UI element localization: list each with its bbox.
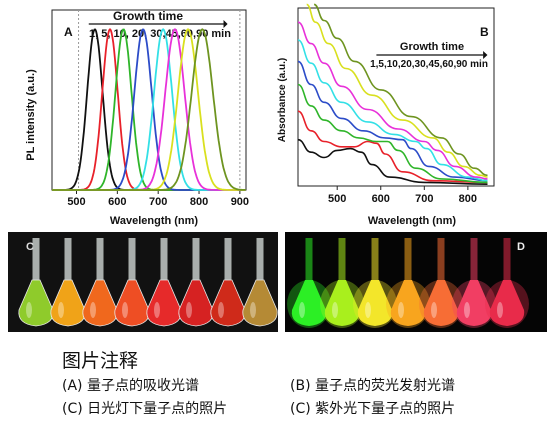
caption-title: 图片注释 (62, 350, 139, 372)
flask (419, 238, 463, 328)
absorbance-series-line (313, 3, 488, 177)
x-tick-label-b: 500 (328, 193, 346, 205)
absorbance-chart: Absorbance (a.u.) B Growth time 1,5,10,2… (277, 3, 495, 227)
xlabel-a: Wavelength (nm) (110, 215, 199, 227)
panel-label-a: A (64, 25, 73, 39)
xlabel-b: Wavelength (nm) (368, 215, 457, 227)
absorbance-series-line (297, 39, 488, 182)
x-tick-label-a: 500 (67, 196, 85, 208)
x-tick-label-b: 700 (415, 193, 433, 205)
pl-series-line (52, 28, 246, 191)
caption-item-d: (C) 紫外光下量子点的照片 (290, 401, 456, 417)
flask (242, 238, 278, 327)
caption-item-c: (C) 日光灯下量子点的照片 (62, 401, 228, 417)
flask (18, 238, 54, 327)
absorbance-series-line (297, 21, 488, 180)
flask (178, 238, 214, 327)
absorbance-series-line (306, 3, 488, 178)
panel-label-d: D (517, 241, 525, 253)
absorbance-series-line (297, 138, 488, 185)
flasks-daylight: C (18, 238, 278, 327)
absorbance-series-line (297, 110, 488, 184)
flask (287, 238, 331, 328)
flask (386, 238, 430, 328)
x-tick-label-a: 900 (231, 196, 249, 208)
annotation-title-b: Growth time (400, 41, 464, 53)
x-tick-label-a: 700 (149, 196, 167, 208)
x-tick-label-b: 800 (459, 193, 477, 205)
panel-label-b: B (480, 25, 489, 39)
ylabel-b: Absorbance (a.u.) (277, 58, 288, 142)
flask (210, 238, 246, 327)
plot-frame-b (297, 7, 495, 187)
caption-item-a: (A) 量子点的吸收光谱 (62, 378, 199, 394)
absorbance-series-line (297, 83, 488, 184)
photo-uv: D (285, 232, 547, 332)
flask (452, 238, 496, 328)
flask (114, 238, 150, 327)
x-tick-label-a: 800 (190, 196, 208, 208)
ylabel-a: PL intensity (a.u.) (25, 69, 37, 161)
caption-item-b: (B) 量子点的荧光发射光谱 (290, 378, 455, 394)
flask (353, 238, 397, 328)
pl-spectra-chart: PL intensity (a.u.) A Growth time 1, 5, … (25, 9, 249, 227)
photo-daylight: C (8, 232, 278, 332)
flask (485, 238, 529, 328)
annotation-title-a: Growth time (113, 9, 183, 23)
flasks-uv: D (287, 238, 529, 328)
flask (146, 238, 182, 327)
flask (320, 238, 364, 328)
arrow-head-a (223, 20, 228, 28)
pl-series-line (52, 28, 246, 191)
arrow-head-b (483, 51, 488, 59)
annotation-values-b: 1,5,10,20,30,45,60,90 min (370, 59, 488, 70)
flask (82, 238, 118, 327)
x-tick-label-a: 600 (108, 196, 126, 208)
panel-label-c: C (26, 241, 34, 253)
x-tick-label-b: 600 (372, 193, 390, 205)
absorbance-series-line (297, 60, 488, 182)
flask (50, 238, 86, 327)
